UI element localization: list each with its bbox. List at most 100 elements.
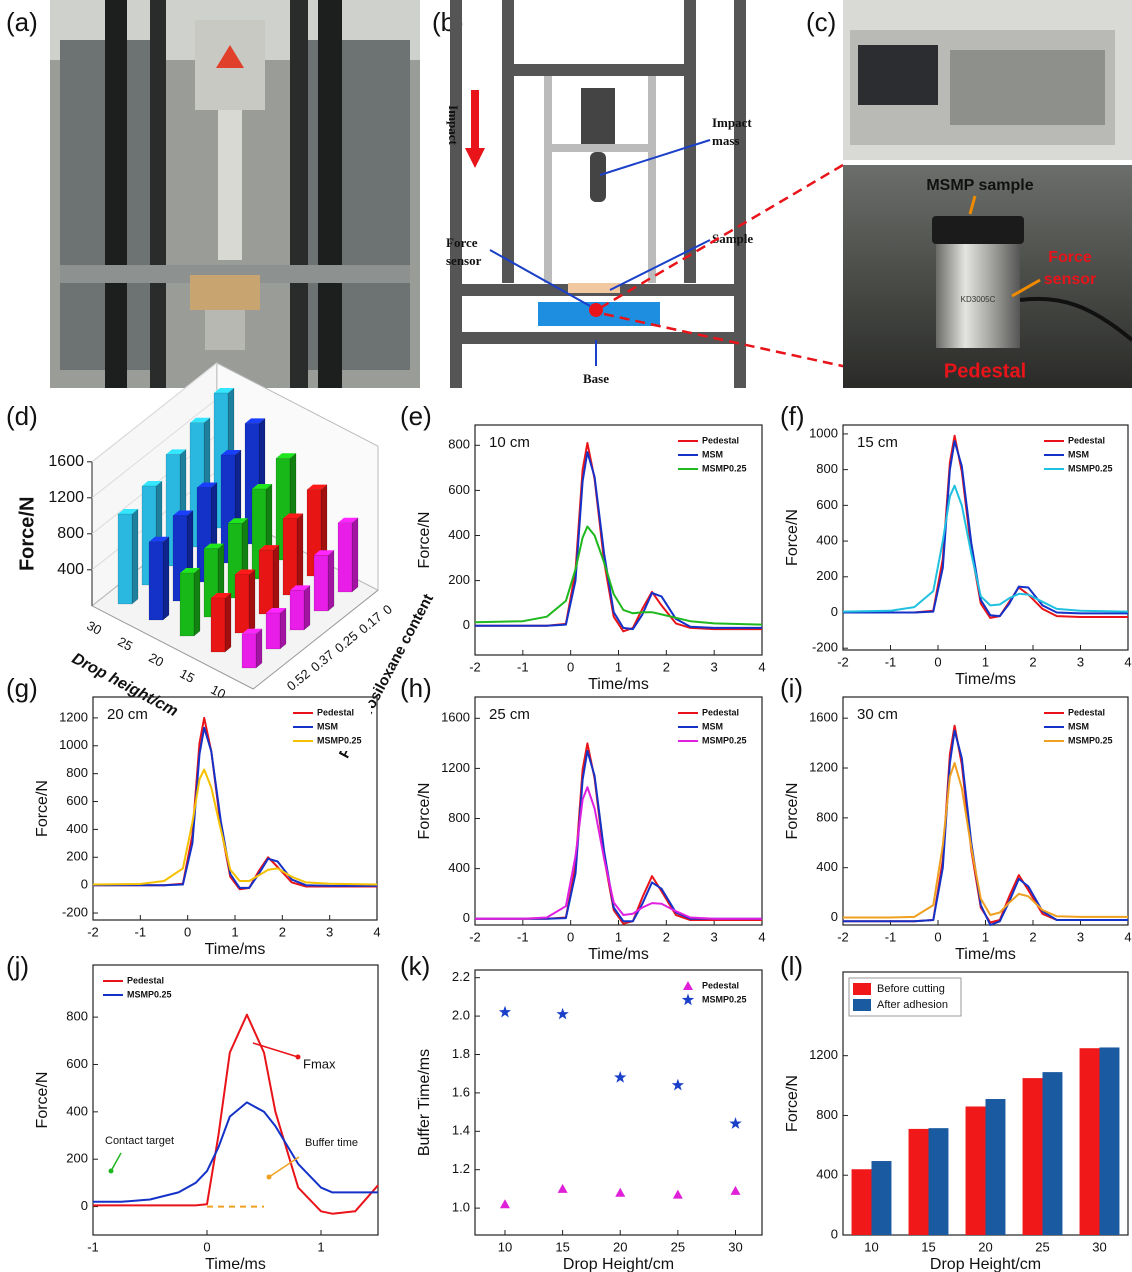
x-tick-label: 30 [84,618,104,638]
legend-swatch [853,983,871,995]
x-tick-label: 15 [555,1239,569,1254]
x-tick-label: 4 [373,924,380,939]
y-tick-label: 200 [816,568,838,583]
bar [338,523,352,592]
x-tick-label: 30 [1092,1239,1106,1254]
legend-label: Before cutting [877,983,945,995]
bar [872,1161,892,1235]
x-tick-label: 4 [1124,654,1131,669]
msmp-sample [932,216,1024,244]
y-tick-label: 200 [448,572,470,587]
x-tick-label: -2 [837,654,849,669]
annotation: 15 cm [857,434,898,451]
y-tick-label: 600 [816,497,838,512]
photo-a-pillar [290,0,308,388]
series-line [93,1102,378,1201]
series-line [475,751,762,921]
x-tick-label: 15 [921,1239,935,1254]
force-sensor-label: sensor [446,253,482,268]
bar [986,1099,1006,1235]
y-tick-label: 1600 [441,710,470,725]
y-tick-label: 0 [81,1198,88,1213]
photo-a-pillar [150,0,166,388]
x-axis-label: Time/ms [588,676,649,693]
y-tick-label: 1.6 [452,1084,470,1099]
y-tick-label: 400 [816,533,838,548]
sample-label: MSMP sample [926,177,1033,194]
x-axis-label: Time/ms [588,946,649,963]
annotation-arrow [111,1153,121,1171]
x-tick-label: 0 [934,929,941,944]
panel-label: (k) [400,951,430,981]
x-tick-label: 30 [728,1239,742,1254]
y-tick-label: 1.2 [452,1161,470,1176]
y-tick-label: 0 [463,910,470,925]
impact-mass-label: mass [712,133,739,148]
panel-label: (l) [780,951,803,981]
point [615,1188,625,1197]
bar-side [132,509,138,604]
y-tick-label: 600 [66,1056,88,1071]
series-line [93,728,377,888]
x-tick-label: 3 [326,924,333,939]
page: body { margin: 0; background: #fff; font… [0,0,1132,1272]
z-content-label: 0.52 [284,666,313,694]
impact-mass-label: Impact [712,115,752,130]
panel-label: (d) [6,401,38,431]
x-tick-label: 4 [1124,929,1131,944]
bar [1043,1072,1063,1235]
z-content-label: 0.25 [332,628,361,656]
bar-side [194,568,200,636]
legend-label: Pedestal [1068,707,1105,717]
y-tick-label: 0 [831,604,838,619]
annotation-arrow-head [267,1175,272,1180]
y-tick-label: 800 [448,810,470,825]
bar-side [297,514,303,596]
y-tick-label: 800 [816,809,838,824]
x-tick-label: -2 [469,659,481,674]
z-tick-label: 800 [57,525,84,542]
bar [966,1106,986,1235]
x-tick-label: 20 [613,1239,627,1254]
bar [266,613,280,649]
x-tick-label: 10 [864,1239,878,1254]
panel-label: (e) [400,401,432,431]
x-tick-label: -2 [87,924,99,939]
x-tick-label: -2 [469,929,481,944]
point [730,1186,740,1195]
y-tick-label: 800 [816,461,838,476]
bar-side [280,608,286,649]
y-tick-label: 400 [448,860,470,875]
panel-label: (h) [400,673,432,703]
series-line [475,527,762,625]
series-line [93,770,377,885]
x-tick-label: 25 [1035,1239,1049,1254]
y-tick-label: 0 [831,1226,838,1241]
x-tick-label: -1 [885,654,897,669]
point [729,1117,741,1129]
y-tick-label: 800 [66,765,88,780]
x-tick-label: -1 [517,659,529,674]
legend-label: MSMP0.25 [702,994,747,1004]
x-tick-label: 20 [146,650,166,670]
bar [909,1129,929,1235]
x-axis-label: Time/ms [955,671,1016,688]
y-tick-label: 1.8 [452,1046,470,1061]
legend-label: MSMP0.25 [702,463,747,473]
bar-side [163,537,169,620]
y-tick-label: 400 [66,821,88,836]
body: { "figure": { "panel_a": "(a)", "panel_b… [0,0,1132,1272]
panel-label: (g) [6,673,38,703]
x-tick-label: 1 [317,1239,324,1254]
legend-label: MSMP0.25 [127,989,172,999]
legend-label: Pedestal [1068,435,1105,445]
legend-swatch [853,999,871,1011]
point [556,1008,568,1020]
y-tick-label: 1600 [809,710,838,725]
y-tick-label: 2.2 [452,969,470,984]
x-tick-label: 0 [567,929,574,944]
x-tick-label: 1 [982,929,989,944]
bar [290,590,304,630]
series-line [843,726,1128,923]
x-tick-label: 2 [663,929,670,944]
